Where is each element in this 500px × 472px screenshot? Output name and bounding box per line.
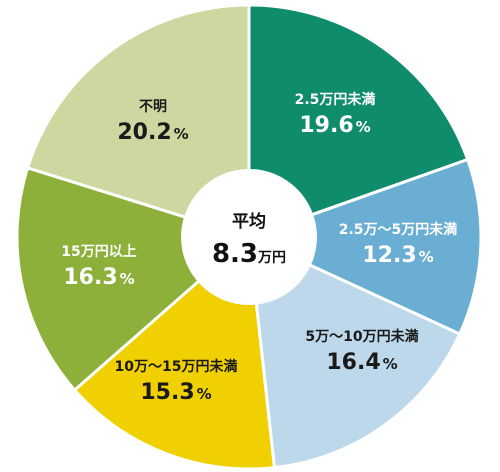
slice-value-unit: %	[383, 355, 398, 373]
slice-category-label: 不明	[139, 99, 167, 115]
pie-slice	[245, 157, 483, 337]
slice-value-label: 12.3%	[362, 243, 433, 268]
pie-slices	[15, 3, 483, 471]
slice-value-number: 19.6	[299, 113, 353, 138]
slice-category-label: 10万～15万円未満	[115, 358, 238, 375]
slice-value-number: 20.2	[117, 120, 171, 145]
slice-value-unit: %	[120, 270, 135, 288]
slice-category-label: 5万～10万円未満	[305, 328, 418, 345]
slice-category-label: 15万円以上	[61, 244, 136, 260]
slice-category-label: 2.5万～5万円未満	[339, 221, 458, 238]
slice-value-label: 15.3%	[140, 380, 211, 405]
slice-value-number: 16.4	[326, 350, 380, 375]
slice-value-unit: %	[197, 385, 212, 403]
pie-slice	[247, 234, 462, 470]
center-value-unit: 万円	[257, 250, 286, 266]
slice-value-unit: %	[356, 118, 371, 136]
pie-slice	[25, 3, 251, 240]
center-circle	[181, 169, 317, 305]
center-summary: 平均 8.3万円	[181, 169, 317, 305]
slice-value-unit: %	[419, 248, 434, 266]
slice-value-number: 16.3	[63, 265, 117, 290]
slice-value-unit: %	[174, 125, 189, 143]
slice-value-label: 19.6%	[299, 113, 370, 138]
slice-value-label: 16.3%	[63, 265, 134, 290]
slice-category-label: 2.5万円未満	[295, 91, 376, 108]
center-title: 平均	[232, 211, 266, 232]
slice-value-number: 15.3	[140, 380, 194, 405]
pie-slice	[247, 3, 470, 240]
pie-labels: 2.5万円未満 19.6 % 2.5万～5万円未満 12.3 % 5万～10万円未満 16.4…	[61, 91, 457, 405]
center-value: 8.3万円	[212, 239, 286, 269]
slice-value-number: 12.3	[362, 243, 416, 268]
slice-value-label: 20.2%	[117, 120, 188, 145]
center-value-number: 8.3	[212, 239, 258, 269]
slice-value-label: 16.4%	[326, 350, 397, 375]
